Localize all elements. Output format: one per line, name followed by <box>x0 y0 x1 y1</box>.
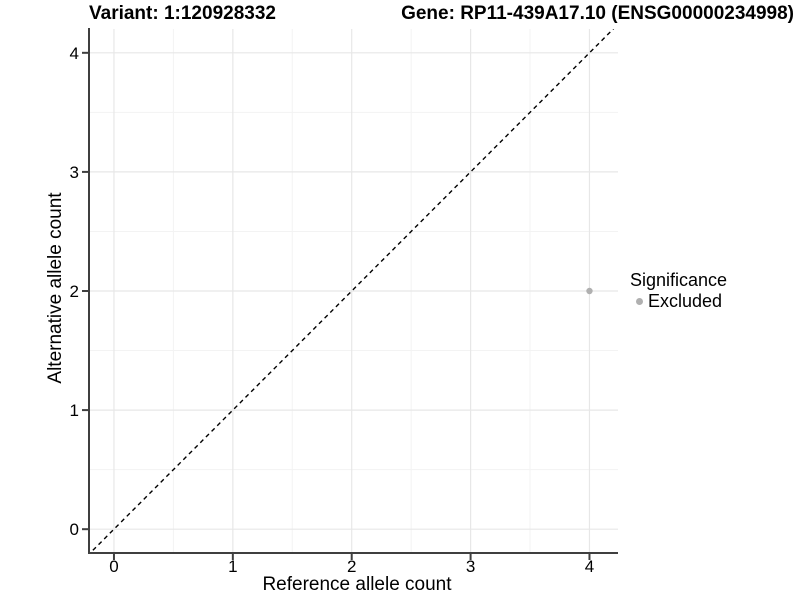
data-point <box>586 287 593 295</box>
y-tick-label: 0 <box>70 520 79 539</box>
x-tick-label: 1 <box>228 557 237 576</box>
variant-title: Variant: 1:120928332 <box>89 3 276 24</box>
y-tick-label: 4 <box>70 44 79 63</box>
y-tick-label: 1 <box>70 401 79 420</box>
excluded-point-icon <box>636 298 643 305</box>
x-axis-title: Reference allele count <box>262 574 452 595</box>
grid-major <box>89 29 618 553</box>
legend: Significance Excluded <box>630 270 727 312</box>
legend-title: Significance <box>630 270 728 290</box>
identity-line <box>89 29 615 553</box>
legend-item-excluded: Excluded <box>630 291 727 312</box>
y-axis-title: Alternative allele count <box>45 192 66 384</box>
x-tick-label: 4 <box>585 557 594 576</box>
x-tick-label: 2 <box>347 557 356 576</box>
x-tick-label: 0 <box>109 557 118 576</box>
y-tick-label: 3 <box>70 163 79 182</box>
x-tick-label: 3 <box>466 557 475 576</box>
axis-ticks <box>82 51 591 560</box>
legend-item-label: Excluded <box>648 291 723 311</box>
y-tick-label: 2 <box>70 282 79 301</box>
tick-labels: 0 1 2 3 4 0 1 2 3 4 <box>70 44 595 576</box>
gene-title: Gene: RP11-439A17.10 (ENSG00000234998) <box>401 3 794 24</box>
